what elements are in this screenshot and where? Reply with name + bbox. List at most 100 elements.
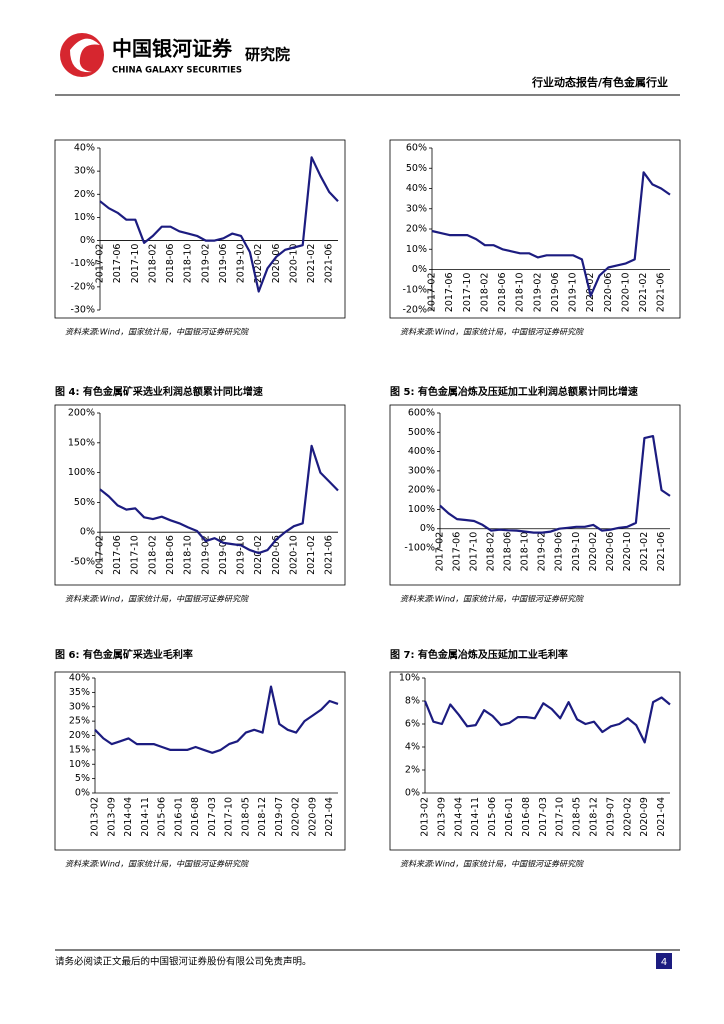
x-tick-label: 2013-02 (420, 797, 431, 837)
x-tick-label: 2014-04 (123, 797, 134, 837)
y-tick-label: 15% (69, 744, 90, 755)
y-tick-label: 10% (406, 244, 427, 255)
x-tick-label: 2018-06 (503, 532, 514, 572)
x-tick-label: 2020-10 (622, 532, 633, 572)
y-tick-label: 0% (412, 264, 427, 275)
chart-frame (54, 671, 346, 851)
x-tick-label: 2019-10 (571, 532, 582, 572)
data-line (423, 696, 671, 744)
x-tick-label: 2018-02 (479, 273, 490, 313)
x-tick-label: 2015-06 (487, 797, 498, 837)
y-tick-label: -20% (402, 305, 427, 316)
y-tick-label: -100% (404, 543, 435, 554)
x-tick-label: 2018-02 (147, 244, 158, 284)
x-tick-label: 2017-02 (95, 535, 106, 575)
x-tick-label: 2019-06 (550, 273, 561, 313)
y-tick-label: 150% (68, 437, 95, 448)
y-tick-label: 300% (408, 465, 435, 476)
page-badge (656, 953, 672, 969)
logo-swoosh (70, 38, 100, 73)
x-tick-label: 2014-04 (453, 797, 464, 837)
x-tick-label: 2017-06 (112, 535, 123, 575)
x-tick-label: 2021-02 (306, 244, 317, 284)
x-tick-label: 2019-07 (274, 797, 285, 837)
x-tick-label: 2016-01 (173, 797, 184, 837)
logo-en: CHINA GALAXY SECURITIES (112, 66, 242, 76)
x-tick-label: 2018-10 (520, 532, 531, 572)
data-line (439, 435, 671, 534)
x-tick-label: 2017-02 (427, 273, 438, 313)
chart-title: 图 6: 有色金属矿采选业毛利率 (55, 648, 193, 661)
x-tick-label: 2017-02 (95, 244, 106, 284)
y-tick-label: 200% (408, 485, 435, 496)
y-tick-label: 30% (406, 203, 427, 214)
y-tick-label: -10% (402, 284, 427, 295)
chart-title: 图 7: 有色金属冶炼及压延加工业毛利率 (390, 648, 568, 661)
y-tick-label: 10% (74, 212, 95, 223)
x-tick-label: 2013-09 (106, 797, 117, 837)
institute: 研究院 (245, 46, 290, 64)
x-tick-label: 2020-02 (253, 244, 264, 284)
y-tick-label: 50% (74, 497, 95, 508)
x-tick-label: 2021-02 (306, 535, 317, 575)
x-tick-label: 2016-08 (190, 797, 201, 837)
x-tick-label: 2019-02 (537, 532, 548, 572)
y-tick-label: 600% (408, 408, 435, 419)
y-tick-label: 0% (80, 527, 95, 538)
x-tick-label: 2019-02 (200, 535, 211, 575)
x-tick-label: 2021-06 (656, 532, 667, 572)
x-tick-label: 2018-10 (183, 244, 194, 284)
x-tick-label: 2018-02 (147, 535, 158, 575)
y-tick-label: 6% (405, 719, 420, 730)
x-tick-label: 2020-02 (588, 532, 599, 572)
x-tick-label: 2019-02 (532, 273, 543, 313)
x-tick-label: 2018-02 (486, 532, 497, 572)
x-tick-label: 2020-06 (603, 273, 614, 313)
y-tick-label: 0% (420, 523, 435, 534)
y-tick-label: 50% (406, 163, 427, 174)
x-tick-label: 2017-06 (452, 532, 463, 572)
x-tick-label: 2018-10 (515, 273, 526, 313)
y-tick-label: 100% (408, 504, 435, 515)
y-tick-label: 30% (74, 166, 95, 177)
y-tick-label: 2% (405, 765, 420, 776)
y-tick-label: 20% (406, 224, 427, 235)
chart-source: 资料来源:Wind，国家统计局，中国银河证券研究院 (65, 860, 250, 869)
x-tick-label: 2020-02 (253, 535, 264, 575)
chart-title: 图 5: 有色金属冶炼及压延加工业利润总额累计同比增速 (390, 385, 638, 398)
x-tick-label: 2018-05 (572, 797, 583, 837)
chart-title: 图 4: 有色金属矿采选业利润总额累计同比增速 (55, 385, 263, 398)
x-tick-label: 2019-07 (605, 797, 616, 837)
x-tick-label: 2020-06 (271, 244, 282, 284)
x-tick-label: 2017-03 (207, 797, 218, 837)
x-tick-label: 2017-10 (462, 273, 473, 313)
chart-source: 资料来源:Wind，国家统计局，中国银河证券研究院 (400, 595, 585, 604)
chart-source: 资料来源:Wind，国家统计局，中国银河证券研究院 (400, 860, 585, 869)
chart-frame (54, 139, 346, 319)
x-tick-label: 2019-06 (554, 532, 565, 572)
chart-frame (389, 139, 681, 319)
x-tick-label: 2018-05 (240, 797, 251, 837)
x-tick-label: 2019-10 (236, 244, 247, 284)
y-tick-label: -30% (70, 305, 95, 316)
x-tick-label: 2020-06 (605, 532, 616, 572)
y-tick-label: 40% (74, 143, 95, 154)
x-tick-label: 2015-06 (157, 797, 168, 837)
y-tick-label: 8% (405, 696, 420, 707)
x-tick-label: 2021-02 (639, 532, 650, 572)
report-title: 行业动态报告/有色金属行业 (531, 75, 668, 89)
x-tick-label: 2021-06 (324, 244, 335, 284)
chart-source: 资料来源:Wind，国家统计局，中国银河证券研究院 (65, 328, 250, 337)
y-tick-label: 20% (69, 730, 90, 741)
y-tick-label: 4% (405, 742, 420, 753)
x-tick-label: 2020-10 (620, 273, 631, 313)
y-tick-label: 0% (80, 235, 95, 246)
x-tick-label: 2017-06 (444, 273, 455, 313)
data-line (431, 171, 671, 297)
x-tick-label: 2021-02 (638, 273, 649, 313)
y-tick-label: 25% (69, 716, 90, 727)
y-tick-label: 400% (408, 446, 435, 457)
y-tick-label: 40% (406, 183, 427, 194)
disclaimer: 请务必阅读正文最后的中国银河证券股份有限公司免责声明。 (55, 956, 312, 968)
